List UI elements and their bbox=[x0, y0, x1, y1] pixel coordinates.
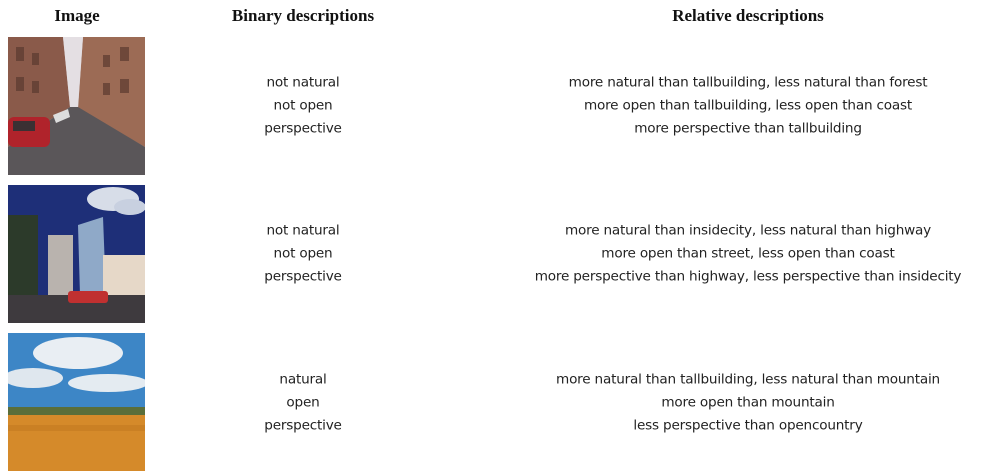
text-line: more open than street, less open than co… bbox=[535, 243, 962, 266]
text-line: perspective bbox=[264, 415, 341, 438]
text-line: more open than mountain bbox=[556, 392, 940, 415]
text-line: more natural than tallbuilding, less nat… bbox=[569, 72, 928, 95]
field-image bbox=[8, 333, 145, 471]
figure: Image Binary descriptions Relative descr… bbox=[0, 0, 1004, 471]
text-line: more open than tallbuilding, less open t… bbox=[569, 95, 928, 118]
text-line: more perspective than tallbuilding bbox=[569, 118, 928, 141]
relative-description: more natural than tallbuilding, less nat… bbox=[556, 369, 940, 438]
text-line: open bbox=[264, 392, 341, 415]
text-line: natural bbox=[264, 369, 341, 392]
text-line: more perspective than highway, less pers… bbox=[535, 266, 962, 289]
city-image bbox=[8, 185, 145, 323]
column-header: Image bbox=[54, 6, 99, 26]
text-line: not open bbox=[264, 243, 341, 266]
text-line: not natural bbox=[264, 72, 341, 95]
text-line: more natural than tallbuilding, less nat… bbox=[556, 369, 940, 392]
text-line: not natural bbox=[264, 220, 341, 243]
text-line: perspective bbox=[264, 266, 341, 289]
column-header: Relative descriptions bbox=[672, 6, 824, 26]
relative-description: more natural than insidecity, less natur… bbox=[535, 220, 962, 289]
text-line: perspective bbox=[264, 118, 341, 141]
text-line: more natural than insidecity, less natur… bbox=[535, 220, 962, 243]
column-header: Binary descriptions bbox=[232, 6, 374, 26]
relative-description: more natural than tallbuilding, less nat… bbox=[569, 72, 928, 141]
text-line: less perspective than opencountry bbox=[556, 415, 940, 438]
text-line: not open bbox=[264, 95, 341, 118]
street-image bbox=[8, 37, 145, 175]
